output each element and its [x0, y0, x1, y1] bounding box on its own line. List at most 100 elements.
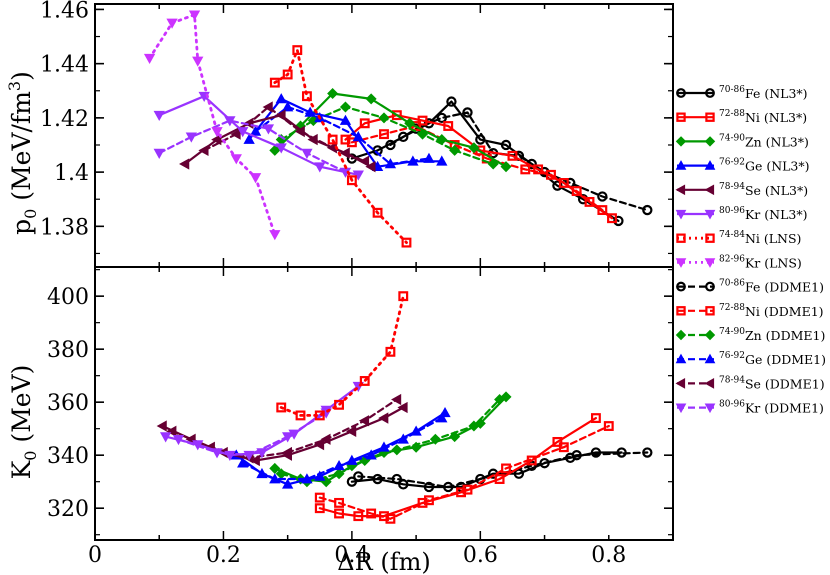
top-series-line-11: [158, 119, 347, 174]
legend-entry-label: 80-96Kr (NL3*): [719, 206, 807, 222]
top-data-point: [446, 96, 457, 107]
legend-model: (LNS): [764, 255, 802, 270]
bottom-panel: [156, 291, 653, 524]
top-data-point: [153, 110, 165, 121]
legend-marker: [676, 112, 686, 122]
bottom-data-point: [314, 410, 325, 421]
top-y-tick-label: 1.46: [40, 0, 89, 23]
legend-entry-label: 74-90Zn (NL3*): [719, 133, 809, 149]
legend-model: (NL3*): [764, 207, 807, 222]
legend-element: Zn: [745, 328, 766, 343]
bottom-data-point: [417, 497, 428, 508]
top-data-point: [500, 161, 512, 173]
legend-marker: [676, 281, 686, 292]
legend-mass: 70-86: [719, 85, 745, 95]
bottom-series-line-3: [318, 424, 610, 520]
top-data-point: [340, 134, 351, 145]
bottom-data-point: [269, 473, 281, 484]
legend-entry-label: 72-88Ni (DDME1): [719, 303, 824, 319]
legend-entry-label: 70-86Fe (NL3*): [719, 85, 808, 101]
top-data-point: [358, 155, 370, 167]
legend-marker: [676, 88, 686, 98]
legend-marker: [705, 306, 715, 316]
bottom-data-point: [429, 433, 441, 445]
top-data-point: [179, 158, 190, 170]
top-data-point: [282, 69, 293, 80]
bottom-data-point: [237, 457, 249, 468]
legend-entry-label: 74-90Zn (DDME1): [719, 327, 825, 343]
top-data-point: [198, 144, 209, 157]
top-data-point: [249, 125, 262, 136]
legend-marker: [705, 112, 715, 122]
legend: 70-86Fe (NL3*)72-88Ni (NL3*)74-90Zn (NL3…: [675, 85, 826, 416]
bottom-data-point: [301, 473, 313, 484]
bottom-data-point: [391, 393, 402, 406]
legend-model: (NL3*): [766, 134, 809, 149]
legend-entry-label: 78-94Se (DDME1): [719, 375, 825, 391]
top-data-point: [379, 129, 389, 140]
legend-model: (DDME1): [764, 280, 824, 295]
top-data-point: [391, 110, 402, 121]
legend-marker: [675, 160, 687, 170]
legend-marker: [704, 403, 716, 414]
legend-element: Ni: [745, 110, 764, 125]
legend-marker: [676, 233, 686, 243]
bottom-data-point: [276, 402, 287, 413]
legend-marker: [705, 233, 715, 243]
legend-model: (DDME1): [764, 401, 824, 416]
top-series-line-4: [273, 92, 508, 168]
bottom-y-tick-label: 320: [47, 497, 89, 522]
legend-model: (NL3*): [764, 86, 807, 101]
legend-marker: [704, 184, 715, 196]
x-tick-label: 0: [88, 543, 102, 568]
x-tick-label: 0.4: [334, 543, 369, 568]
bottom-data-point: [281, 446, 293, 459]
bottom-data-point: [365, 449, 377, 460]
top-data-point: [398, 131, 409, 143]
legend-mass: 70-86: [719, 279, 745, 289]
legend-model: (DDME1): [765, 376, 825, 391]
legend-model: (LNS): [764, 231, 802, 246]
top-series-line-10: [158, 95, 360, 176]
legend-model: (NL3*): [764, 110, 807, 125]
legend-entry-label: 76-92Ge (DDME1): [719, 351, 826, 367]
legend-element: Fe: [745, 280, 764, 295]
legend-mass: 72-88: [719, 109, 745, 119]
bottom-series-line-12: [279, 294, 405, 417]
legend-mass: 74-90: [719, 133, 745, 143]
top-data-point: [282, 101, 294, 112]
bottom-data-point: [314, 492, 325, 503]
bottom-data-point: [642, 447, 653, 458]
top-data-point: [192, 56, 204, 67]
top-data-point: [166, 18, 178, 29]
legend-element: Kr: [745, 401, 764, 416]
top-data-point: [352, 170, 364, 181]
bottom-data-point: [359, 376, 370, 386]
top-data-point: [372, 207, 383, 218]
legend-mass: 78-94: [719, 182, 745, 192]
top-data-point: [211, 127, 223, 138]
legend-marker: [676, 306, 686, 316]
top-data-point: [597, 205, 608, 216]
legend-element: Se: [745, 183, 765, 198]
legend-entry-label: 74-84Ni (LNS): [719, 230, 801, 246]
bottom-data-point: [590, 413, 601, 424]
top-data-point: [275, 93, 287, 104]
legend-mass: 72-88: [719, 303, 745, 313]
legend-model: (NL3*): [766, 159, 809, 174]
legend-marker: [704, 329, 716, 341]
bottom-data-point: [358, 415, 370, 427]
bottom-y-tick-label: 360: [47, 391, 89, 416]
top-data-point: [339, 147, 350, 159]
top-data-point: [243, 133, 255, 144]
top-data-point: [500, 139, 512, 151]
plot-frame: [94, 3, 674, 541]
top-panel: [143, 10, 653, 248]
legend-marker: [675, 209, 687, 220]
legend-element: Kr: [745, 255, 764, 270]
legend-marker: [704, 136, 716, 147]
legend-marker: [704, 209, 716, 220]
legend-element: Zn: [745, 134, 766, 149]
bottom-data-point: [333, 468, 345, 480]
top-data-point: [269, 77, 280, 88]
